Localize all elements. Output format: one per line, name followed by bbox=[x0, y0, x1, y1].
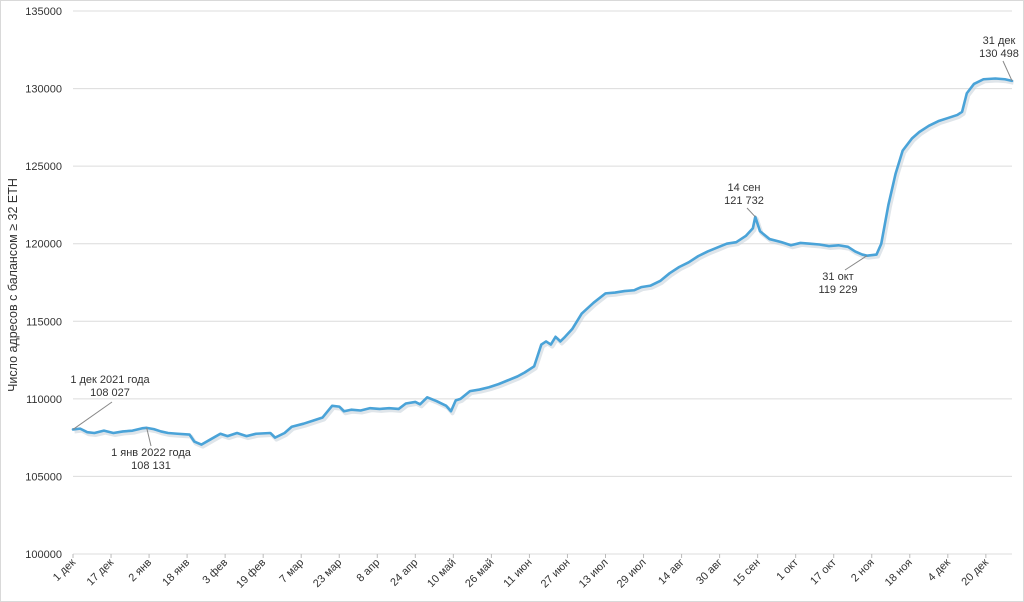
x-tick-label: 4 дек bbox=[926, 557, 953, 584]
x-tick-label: 20 дек bbox=[959, 557, 991, 589]
y-tick-label: 115000 bbox=[26, 316, 62, 328]
y-tick-label: 130000 bbox=[25, 84, 62, 96]
x-tick-label: 17 дек bbox=[85, 557, 117, 589]
y-tick-label: 120000 bbox=[25, 239, 62, 251]
annotation-value: 130 498 bbox=[979, 48, 1019, 60]
x-tick-label: 19 фев bbox=[234, 557, 268, 591]
y-axis-ticks: 100000 105000 110000 115000 120000 125000 1300… bbox=[25, 6, 62, 561]
x-tick-label: 26 май bbox=[463, 557, 496, 590]
y-axis-label: Число адресов с балансом ≥ 32 ETH bbox=[6, 178, 20, 392]
x-tick-label: 13 июл bbox=[577, 557, 611, 591]
annotation-leader bbox=[746, 207, 756, 218]
x-tick-label: 1 окт bbox=[774, 557, 800, 583]
x-tick-label: 18 ноя bbox=[883, 557, 915, 589]
y-tick-label: 110000 bbox=[26, 394, 62, 406]
x-tick-label: 29 июл bbox=[615, 557, 649, 591]
x-tick-label: 18 янв bbox=[160, 557, 192, 589]
x-tick-label: 14 авг bbox=[656, 557, 687, 588]
x-tick-label: 27 июн bbox=[539, 557, 573, 591]
x-tick-label: 24 апр bbox=[388, 557, 420, 589]
annotation-label: 31 окт bbox=[822, 271, 853, 283]
x-tick-label: 10 май bbox=[425, 557, 458, 590]
series-layer bbox=[71, 77, 1014, 449]
y-tick-label: 105000 bbox=[25, 471, 62, 483]
annotation-leader bbox=[1002, 60, 1013, 82]
x-tick-label: 17 окт bbox=[808, 557, 839, 588]
x-tick-label: 2 янв bbox=[127, 557, 155, 585]
annotation-label: 1 янв 2022 года bbox=[111, 447, 192, 459]
annotation-label: 14 сен bbox=[728, 182, 761, 194]
x-tick-label: 15 сен bbox=[731, 557, 763, 589]
annotation-leader bbox=[146, 427, 152, 447]
annotation-value: 108 131 bbox=[131, 460, 171, 472]
annotation-value: 119 229 bbox=[819, 284, 858, 296]
series-line bbox=[71, 77, 1014, 446]
y-tick-label: 125000 bbox=[25, 161, 62, 173]
annotation-value: 108 027 bbox=[90, 387, 130, 399]
x-tick-label: 11 июн bbox=[501, 557, 534, 590]
annotation-value: 121 732 bbox=[724, 195, 764, 207]
x-tick-label: 30 авг bbox=[694, 557, 725, 588]
x-axis-ticks: 1 дек 17 дек 2 янв 18 янв 3 фев 19 фев 7 мар 23… bbox=[51, 554, 991, 591]
series-line-shadow bbox=[74, 78, 1014, 449]
annotation-label: 1 дек 2021 года bbox=[70, 374, 150, 386]
x-tick-label: 2 ноя bbox=[849, 557, 877, 585]
annotation-leader bbox=[844, 255, 868, 271]
y-tick-label: 135000 bbox=[25, 6, 62, 18]
x-tick-label: 8 апр bbox=[355, 557, 383, 585]
y-tick-label: 100000 bbox=[25, 549, 62, 561]
x-tick-label: 23 мар bbox=[311, 557, 344, 590]
annotation-label: 31 дек bbox=[983, 35, 1016, 47]
x-tick-label: 7 мар bbox=[277, 557, 306, 586]
x-tick-label: 3 фев bbox=[200, 557, 230, 587]
grid bbox=[73, 10, 1012, 555]
annotation-leader bbox=[72, 401, 113, 430]
